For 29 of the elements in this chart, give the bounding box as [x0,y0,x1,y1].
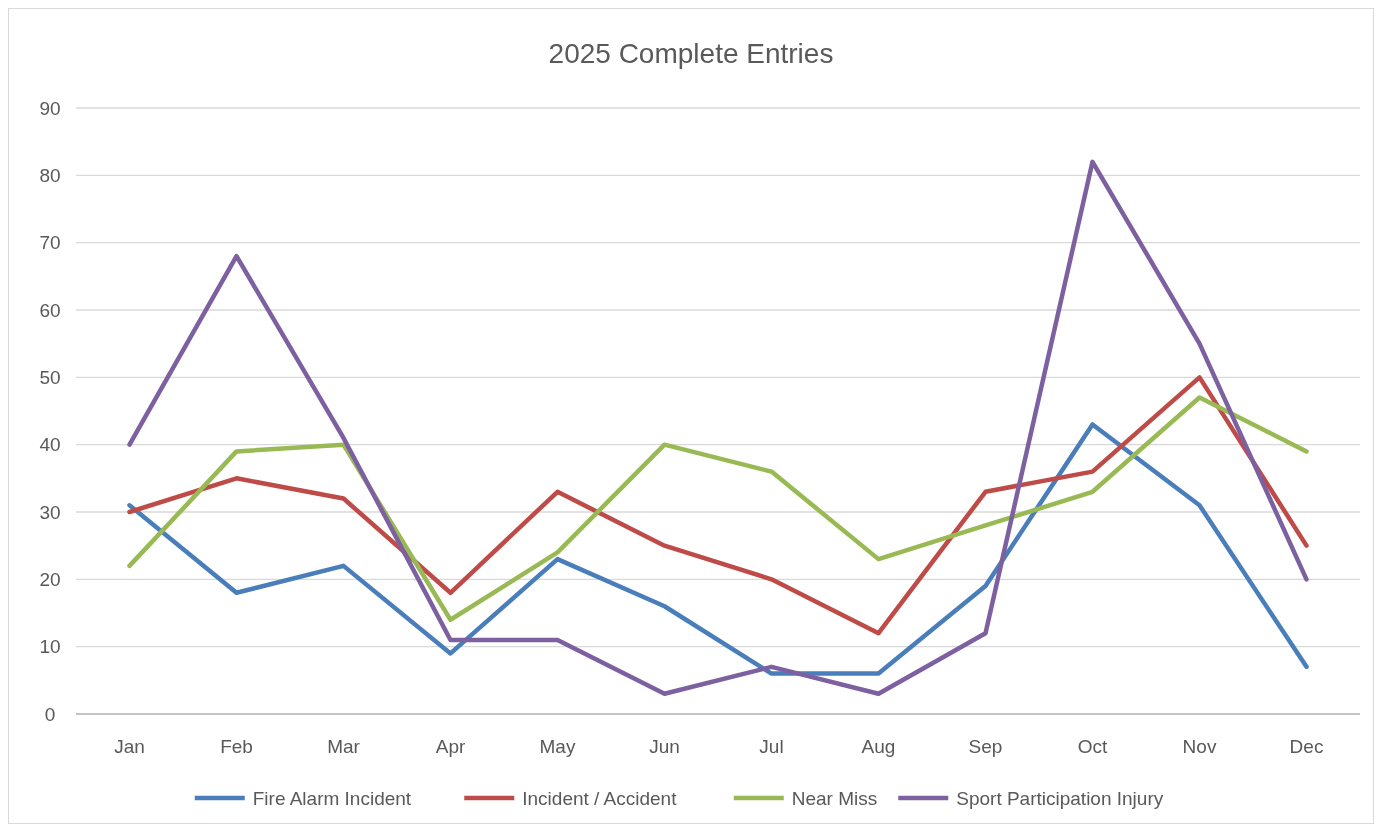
x-tick-label: Jan [114,736,145,757]
y-tick-label: 20 [39,568,61,590]
x-tick-label: Sep [968,736,1003,757]
x-tick-label: Mar [327,736,361,757]
x-tick-label: Jun [649,736,680,757]
x-tick-label: Oct [1077,736,1108,757]
x-tick-label: Jul [759,736,784,757]
legend-label: Incident / Accident [522,787,678,809]
x-tick-label: Nov [1182,736,1217,757]
y-tick-label: 10 [39,636,61,658]
x-tick-label: Feb [220,736,253,757]
legend-label: Fire Alarm Incident [252,787,412,809]
legend-label: Sport Participation Injury [956,787,1164,809]
y-tick-label: 50 [39,366,61,388]
chart-title: 2025 Complete Entries [548,38,834,69]
y-tick-label: 80 [39,164,61,186]
x-tick-label: May [539,736,576,757]
y-tick-label: 70 [39,232,61,254]
legend-label: Near Miss [791,787,878,809]
y-tick-label: 0 [44,703,56,725]
x-tick-label: Aug [861,736,896,757]
x-tick-label: Dec [1289,736,1324,757]
line-series [127,159,1309,697]
x-tick-label: Apr [435,736,466,757]
y-tick-label: 60 [39,299,61,321]
y-tick-label: 90 [39,97,61,119]
y-tick-label: 40 [39,434,61,456]
y-tick-label: 30 [39,501,61,523]
line-series [127,422,1309,676]
